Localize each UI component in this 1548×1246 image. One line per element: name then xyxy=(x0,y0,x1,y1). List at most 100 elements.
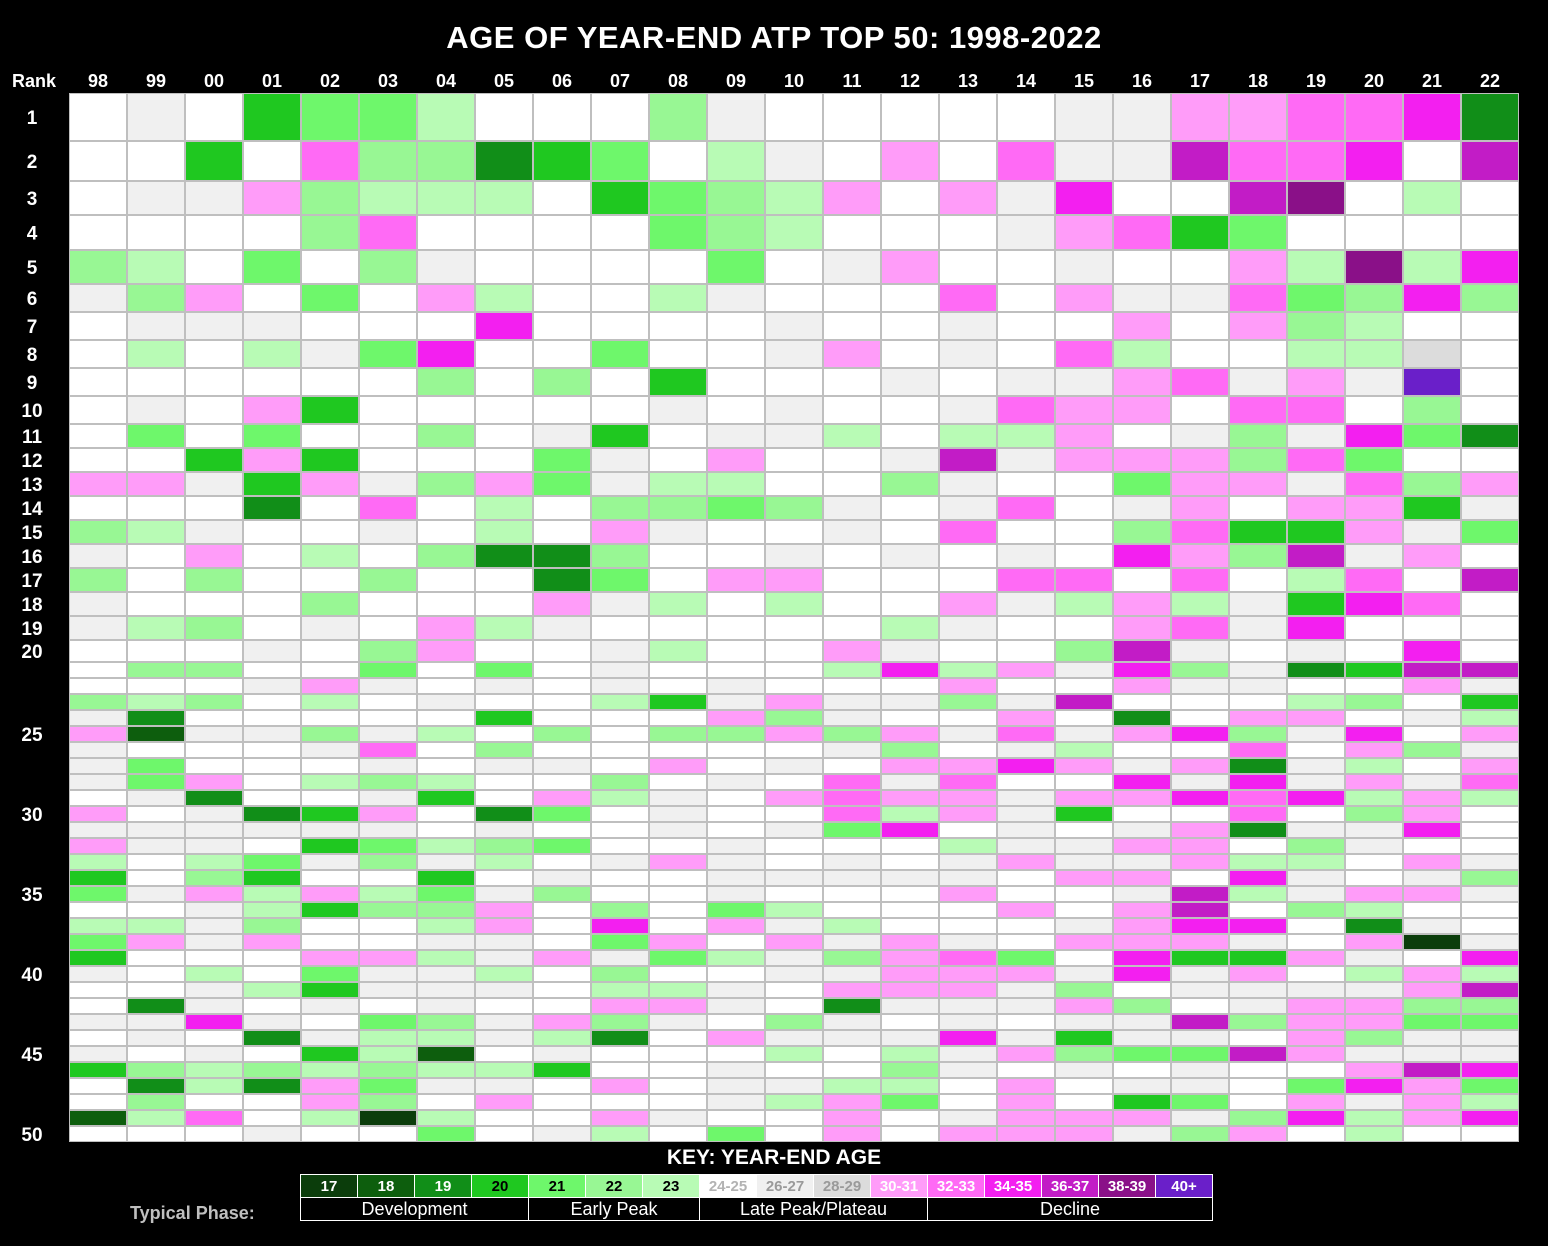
cell-rank-33-year-11 xyxy=(824,855,880,869)
cell-rank-7-year-07 xyxy=(592,313,648,339)
cell-rank-45-year-11 xyxy=(824,1047,880,1061)
cell-rank-29-year-09 xyxy=(708,791,764,805)
cell-rank-38-year-01 xyxy=(244,935,300,949)
cell-rank-12-year-99 xyxy=(128,449,184,471)
cell-rank-6-year-15 xyxy=(1056,285,1112,311)
rank-label-45: 45 xyxy=(21,1045,43,1066)
cell-rank-13-year-01 xyxy=(244,473,300,495)
cell-rank-19-year-19 xyxy=(1288,617,1344,639)
cell-rank-40-year-03 xyxy=(360,967,416,981)
cell-rank-6-year-02 xyxy=(302,285,358,311)
cell-rank-8-year-14 xyxy=(998,341,1054,367)
cell-rank-26-year-20 xyxy=(1346,743,1402,757)
rank-label-8: 8 xyxy=(27,345,38,366)
cell-rank-22-year-08 xyxy=(650,679,706,693)
cell-rank-16-year-14 xyxy=(998,545,1054,567)
cell-rank-7-year-15 xyxy=(1056,313,1112,339)
cell-rank-24-year-13 xyxy=(940,711,996,725)
cell-rank-26-year-16 xyxy=(1114,743,1170,757)
cell-rank-25-year-09 xyxy=(708,727,764,741)
cell-rank-4-year-22 xyxy=(1462,216,1518,249)
cell-rank-13-year-07 xyxy=(592,473,648,495)
cell-rank-18-year-18 xyxy=(1230,593,1286,615)
cell-rank-19-year-00 xyxy=(186,617,242,639)
cell-rank-22-year-20 xyxy=(1346,679,1402,693)
cell-rank-49-year-15 xyxy=(1056,1111,1112,1125)
cell-rank-28-year-00 xyxy=(186,775,242,789)
cell-rank-20-year-00 xyxy=(186,641,242,661)
cell-rank-50-year-20 xyxy=(1346,1127,1402,1141)
cell-rank-28-year-13 xyxy=(940,775,996,789)
cell-rank-31-year-20 xyxy=(1346,823,1402,837)
cell-rank-50-year-08 xyxy=(650,1127,706,1141)
cell-rank-26-year-07 xyxy=(592,743,648,757)
cell-rank-43-year-10 xyxy=(766,1015,822,1029)
cell-rank-21-year-15 xyxy=(1056,663,1112,677)
cell-rank-26-year-17 xyxy=(1172,743,1228,757)
cell-rank-17-year-00 xyxy=(186,569,242,591)
cell-rank-31-year-11 xyxy=(824,823,880,837)
cell-rank-32-year-10 xyxy=(766,839,822,853)
cell-rank-45-year-12 xyxy=(882,1047,938,1061)
cell-rank-21-year-16 xyxy=(1114,663,1170,677)
cell-rank-30-year-22 xyxy=(1462,807,1518,821)
cell-rank-5-year-14 xyxy=(998,251,1054,283)
phase-development: Development xyxy=(300,1197,529,1221)
cell-rank-18-year-09 xyxy=(708,593,764,615)
cell-rank-49-year-01 xyxy=(244,1111,300,1125)
cell-rank-27-year-01 xyxy=(244,759,300,773)
column-label-99: 99 xyxy=(146,71,166,91)
cell-rank-44-year-17 xyxy=(1172,1031,1228,1045)
cell-rank-29-year-19 xyxy=(1288,791,1344,805)
age-key-legend: 17 18 19 20 21 22 23 24-25 26-27 28-29 30-31 32-33 3… xyxy=(300,1174,1213,1221)
cell-rank-15-year-22 xyxy=(1462,521,1518,543)
cell-rank-32-year-99 xyxy=(128,839,184,853)
column-label-08: 08 xyxy=(668,71,688,91)
cell-rank-47-year-06 xyxy=(534,1079,590,1093)
cell-rank-44-year-14 xyxy=(998,1031,1054,1045)
cell-rank-3-year-16 xyxy=(1114,182,1170,214)
cell-rank-36-year-98 xyxy=(70,903,126,917)
cell-rank-43-year-21 xyxy=(1404,1015,1460,1029)
cell-rank-25-year-98 xyxy=(70,727,126,741)
cell-rank-44-year-15 xyxy=(1056,1031,1112,1045)
cell-rank-16-year-13 xyxy=(940,545,996,567)
cell-rank-36-year-09 xyxy=(708,903,764,917)
cell-rank-10-year-19 xyxy=(1288,397,1344,423)
column-label-16: 16 xyxy=(1132,71,1152,91)
cell-rank-22-year-02 xyxy=(302,679,358,693)
cell-rank-9-year-13 xyxy=(940,369,996,395)
cell-rank-26-year-15 xyxy=(1056,743,1112,757)
cell-rank-23-year-14 xyxy=(998,695,1054,709)
cell-rank-44-year-19 xyxy=(1288,1031,1344,1045)
cell-rank-22-year-19 xyxy=(1288,679,1344,693)
cell-rank-36-year-07 xyxy=(592,903,648,917)
cell-rank-2-year-09 xyxy=(708,142,764,180)
cell-rank-16-year-11 xyxy=(824,545,880,567)
cell-rank-32-year-20 xyxy=(1346,839,1402,853)
cell-rank-31-year-02 xyxy=(302,823,358,837)
cell-rank-44-year-03 xyxy=(360,1031,416,1045)
cell-rank-30-year-01 xyxy=(244,807,300,821)
key-swatch-row: 17 18 19 20 21 22 23 24-25 26-27 28-29 30-31 32-33 3… xyxy=(300,1174,1213,1198)
column-label-21: 21 xyxy=(1422,71,1442,91)
cell-rank-9-year-04 xyxy=(418,369,474,395)
cell-rank-7-year-17 xyxy=(1172,313,1228,339)
rank-label-6: 6 xyxy=(27,289,38,310)
cell-rank-10-year-98 xyxy=(70,397,126,423)
cell-rank-23-year-01 xyxy=(244,695,300,709)
cell-rank-47-year-99 xyxy=(128,1079,184,1093)
cell-rank-26-year-19 xyxy=(1288,743,1344,757)
cell-rank-29-year-21 xyxy=(1404,791,1460,805)
cell-rank-13-year-11 xyxy=(824,473,880,495)
column-label-06: 06 xyxy=(552,71,572,91)
cell-rank-8-year-15 xyxy=(1056,341,1112,367)
cell-rank-14-year-99 xyxy=(128,497,184,519)
cell-rank-36-year-16 xyxy=(1114,903,1170,917)
cell-rank-16-year-09 xyxy=(708,545,764,567)
cell-rank-46-year-18 xyxy=(1230,1063,1286,1077)
cell-rank-17-year-03 xyxy=(360,569,416,591)
cell-rank-40-year-18 xyxy=(1230,967,1286,981)
cell-rank-28-year-01 xyxy=(244,775,300,789)
cell-rank-17-year-14 xyxy=(998,569,1054,591)
